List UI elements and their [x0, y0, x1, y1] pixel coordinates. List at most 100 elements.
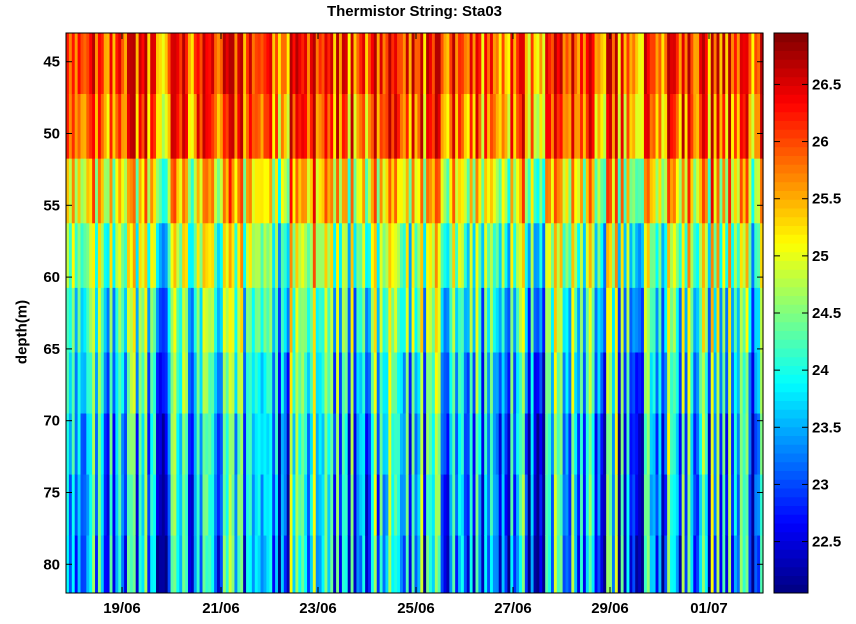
heatmap-cell — [269, 474, 273, 536]
heatmap-cell — [173, 413, 177, 475]
heatmap-cell — [66, 158, 70, 224]
heatmap-cell — [356, 94, 360, 160]
heatmap-cell — [199, 287, 204, 353]
heatmap-cell — [498, 33, 503, 95]
heatmap-cell — [211, 413, 215, 475]
heatmap-cell — [312, 33, 317, 95]
heatmap-cell — [577, 474, 581, 536]
heatmap-cell — [469, 474, 474, 536]
heatmap-cell — [626, 94, 630, 160]
heatmap-cell — [699, 223, 703, 289]
heatmap-cell — [129, 223, 134, 289]
heatmap-cell — [524, 413, 529, 475]
heatmap-cell — [158, 352, 163, 414]
heatmap-cell — [664, 33, 668, 95]
heatmap-cell — [156, 158, 160, 224]
heatmap-cell — [196, 352, 201, 414]
heatmap-cell — [161, 474, 166, 536]
heatmap-cell — [466, 33, 471, 95]
heatmap-cell — [225, 94, 230, 160]
heatmap-cell — [739, 474, 744, 536]
heatmap-cell — [446, 287, 450, 353]
heatmap-cell — [248, 474, 253, 536]
heatmap-cell — [156, 223, 160, 289]
heatmap-cell — [222, 287, 227, 353]
heatmap-cell — [71, 352, 76, 414]
heatmap-cell — [269, 287, 273, 353]
heatmap-cell — [620, 223, 625, 289]
colorbar-swatch — [774, 286, 808, 296]
heatmap-cell — [582, 33, 587, 95]
heatmap-cell — [124, 287, 128, 353]
heatmap-cell — [356, 352, 360, 414]
heatmap-cell — [617, 33, 622, 95]
heatmap-cell — [97, 535, 102, 594]
heatmap-cell — [551, 474, 555, 536]
heatmap-cell — [385, 158, 389, 224]
y-tick-label: 75 — [43, 484, 60, 501]
heatmap-cell — [556, 223, 561, 289]
heatmap-cell — [246, 287, 250, 353]
heatmap-cell — [513, 94, 517, 160]
heatmap-cell — [757, 94, 761, 160]
heatmap-cell — [510, 287, 514, 353]
heatmap-cell — [455, 223, 459, 289]
heatmap-cell — [611, 94, 616, 160]
heatmap-cell — [164, 33, 169, 95]
heatmap-cell — [463, 474, 468, 536]
heatmap-cell — [228, 94, 233, 160]
heatmap-cell — [638, 94, 642, 160]
heatmap-cell — [542, 33, 546, 95]
heatmap-cell — [173, 352, 177, 414]
heatmap-cell — [600, 535, 604, 594]
heatmap-cell — [266, 413, 270, 475]
heatmap-cell — [699, 287, 703, 353]
heatmap-cell — [71, 474, 76, 536]
heatmap-cell — [324, 474, 328, 536]
heatmap-cell — [568, 33, 572, 95]
heatmap-cell — [205, 287, 209, 353]
heatmap-cell — [702, 352, 706, 414]
heatmap-cell — [681, 474, 686, 536]
heatmap-cell — [574, 352, 578, 414]
heatmap-cell — [158, 94, 163, 160]
colorbar-swatch — [774, 155, 808, 165]
heatmap-cell — [748, 474, 752, 536]
heatmap-cell — [370, 287, 375, 353]
heatmap-cell — [527, 94, 532, 160]
heatmap-cell — [254, 223, 259, 289]
heatmap-cell — [446, 535, 450, 594]
heatmap-cell — [344, 33, 349, 95]
colorbar-swatch — [774, 470, 808, 480]
heatmap-cell — [231, 352, 236, 414]
heatmap-cell — [556, 287, 561, 353]
heatmap-cell — [722, 158, 726, 224]
heatmap-cell — [437, 94, 442, 160]
heatmap-cell — [260, 474, 265, 536]
heatmap-cell — [658, 413, 662, 475]
heatmap-cell — [699, 33, 703, 95]
heatmap-cell — [382, 352, 387, 414]
heatmap-cell — [606, 413, 610, 475]
heatmap-cell — [251, 287, 256, 353]
heatmap-cell — [266, 287, 270, 353]
heatmap-cell — [309, 352, 314, 414]
heatmap-cell — [565, 287, 570, 353]
heatmap-cell — [66, 413, 70, 475]
heatmap-cell — [510, 223, 514, 289]
heatmap-cell — [376, 94, 381, 160]
heatmap-cell — [411, 413, 416, 475]
heatmap-cell — [417, 158, 421, 224]
heatmap-cell — [158, 287, 163, 353]
heatmap-cell — [225, 474, 230, 536]
heatmap-cell — [214, 413, 218, 475]
heatmap-cell — [551, 223, 555, 289]
heatmap-cell — [321, 94, 326, 160]
heatmap-cell — [661, 352, 665, 414]
heatmap-cell — [574, 535, 578, 594]
heatmap-cell — [86, 535, 90, 594]
colorbar-swatch — [774, 76, 808, 86]
heatmap-cell — [187, 287, 192, 353]
heatmap-cell — [440, 535, 445, 594]
heatmap-cell — [214, 287, 218, 353]
